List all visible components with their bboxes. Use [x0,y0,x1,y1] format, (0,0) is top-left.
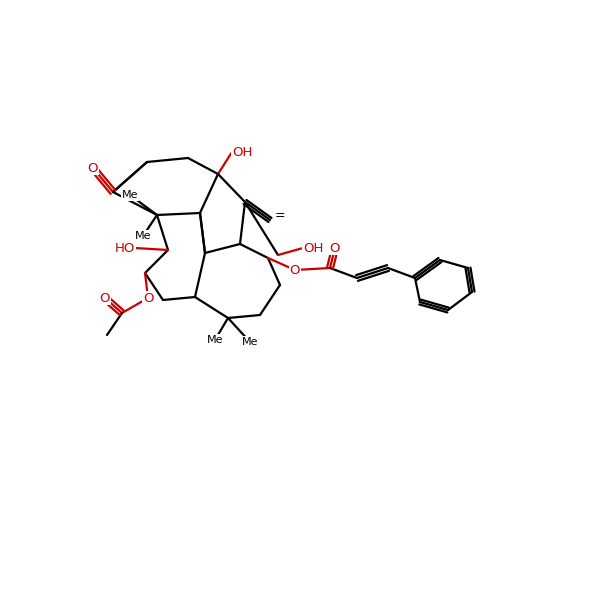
Text: OH: OH [232,145,253,158]
Text: O: O [88,161,98,175]
Text: Me: Me [135,231,151,241]
Text: Me: Me [122,190,138,200]
Text: OH: OH [303,241,323,254]
Text: O: O [330,241,340,254]
Text: =: = [275,209,286,223]
Text: HO: HO [115,241,135,254]
Text: Me: Me [242,337,258,347]
Text: O: O [143,292,153,304]
Text: O: O [100,292,110,304]
Text: O: O [290,263,300,277]
Text: Me: Me [207,335,223,345]
